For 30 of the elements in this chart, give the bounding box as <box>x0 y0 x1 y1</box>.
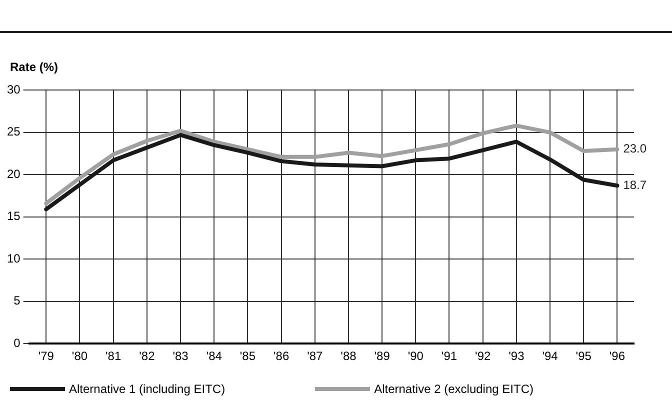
x-tick-label: '83 <box>172 349 189 364</box>
y-tick-label: 10 <box>6 251 21 266</box>
legend-label: Alternative 2 (excluding EITC) <box>374 382 534 396</box>
y-tick-label: 5 <box>14 294 21 308</box>
x-tick-label: '93 <box>508 349 525 364</box>
x-tick-label: '88 <box>340 349 357 364</box>
x-tick-label: '82 <box>139 349 156 364</box>
x-tick-label: '84 <box>206 349 222 364</box>
x-tick-label: '96 <box>609 349 626 364</box>
x-tick-label: '92 <box>475 349 491 364</box>
y-tick-label: 30 <box>6 82 21 97</box>
y-tick-label: 0 <box>14 336 21 350</box>
x-tick-label: '86 <box>273 349 290 364</box>
data-label: 23.0 <box>623 142 647 156</box>
x-tick-label: '80 <box>72 349 88 364</box>
y-axis-title: Rate (%) <box>10 60 58 74</box>
y-tick-label: 25 <box>6 124 21 139</box>
x-tick-label: '89 <box>374 349 390 364</box>
x-tick-label: '81 <box>106 349 122 364</box>
x-tick-label: '90 <box>408 349 424 364</box>
legend-label: Alternative 1 (including EITC) <box>69 382 226 396</box>
y-tick-label: 15 <box>6 209 21 224</box>
x-tick-label: '94 <box>542 349 558 364</box>
x-tick-label: '91 <box>441 349 458 364</box>
data-label: 18.7 <box>623 178 647 192</box>
x-tick-label: '87 <box>307 349 324 364</box>
x-tick-label: '85 <box>240 349 256 364</box>
x-tick-label: '95 <box>576 349 592 364</box>
y-tick-label: 20 <box>6 166 21 181</box>
x-tick-label: '79 <box>38 349 54 364</box>
